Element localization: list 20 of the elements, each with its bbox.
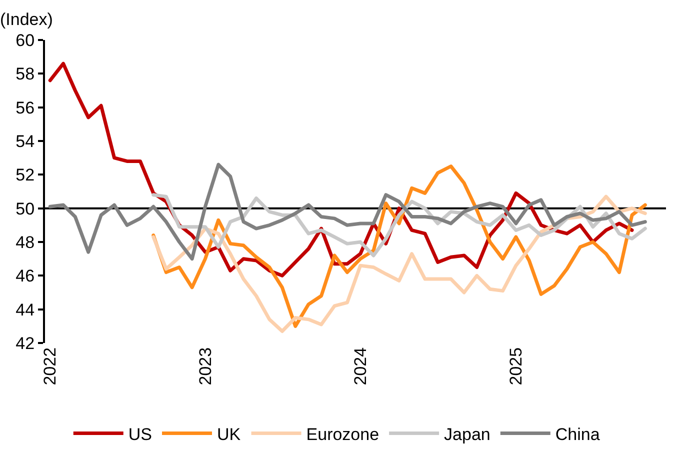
x-tick-label: 2024 <box>350 347 370 386</box>
legend-label: US <box>128 424 152 444</box>
y-tick-label: 60 <box>16 30 35 50</box>
legend-label: China <box>555 424 600 444</box>
legend-label: Eurozone <box>306 424 380 444</box>
y-tick-label: 52 <box>16 166 35 185</box>
y-tick-label: 58 <box>16 64 35 84</box>
x-tick-label: 2025 <box>506 347 526 386</box>
y-tick-label: 50 <box>16 199 35 218</box>
y-tick-label: 46 <box>16 266 35 286</box>
y-tick-label: 44 <box>16 300 35 320</box>
legend-label: Japan <box>444 424 490 444</box>
y-tick-label: 42 <box>16 334 35 353</box>
y-axis-title: (Index) <box>0 10 53 29</box>
y-tick-label: 56 <box>16 98 35 118</box>
y-tick-label: 54 <box>16 132 35 151</box>
x-tick-label: 2022 <box>40 347 60 386</box>
legend-label: UK <box>216 424 242 444</box>
y-tick-label: 48 <box>16 232 35 252</box>
x-tick-label: 2023 <box>196 347 215 386</box>
